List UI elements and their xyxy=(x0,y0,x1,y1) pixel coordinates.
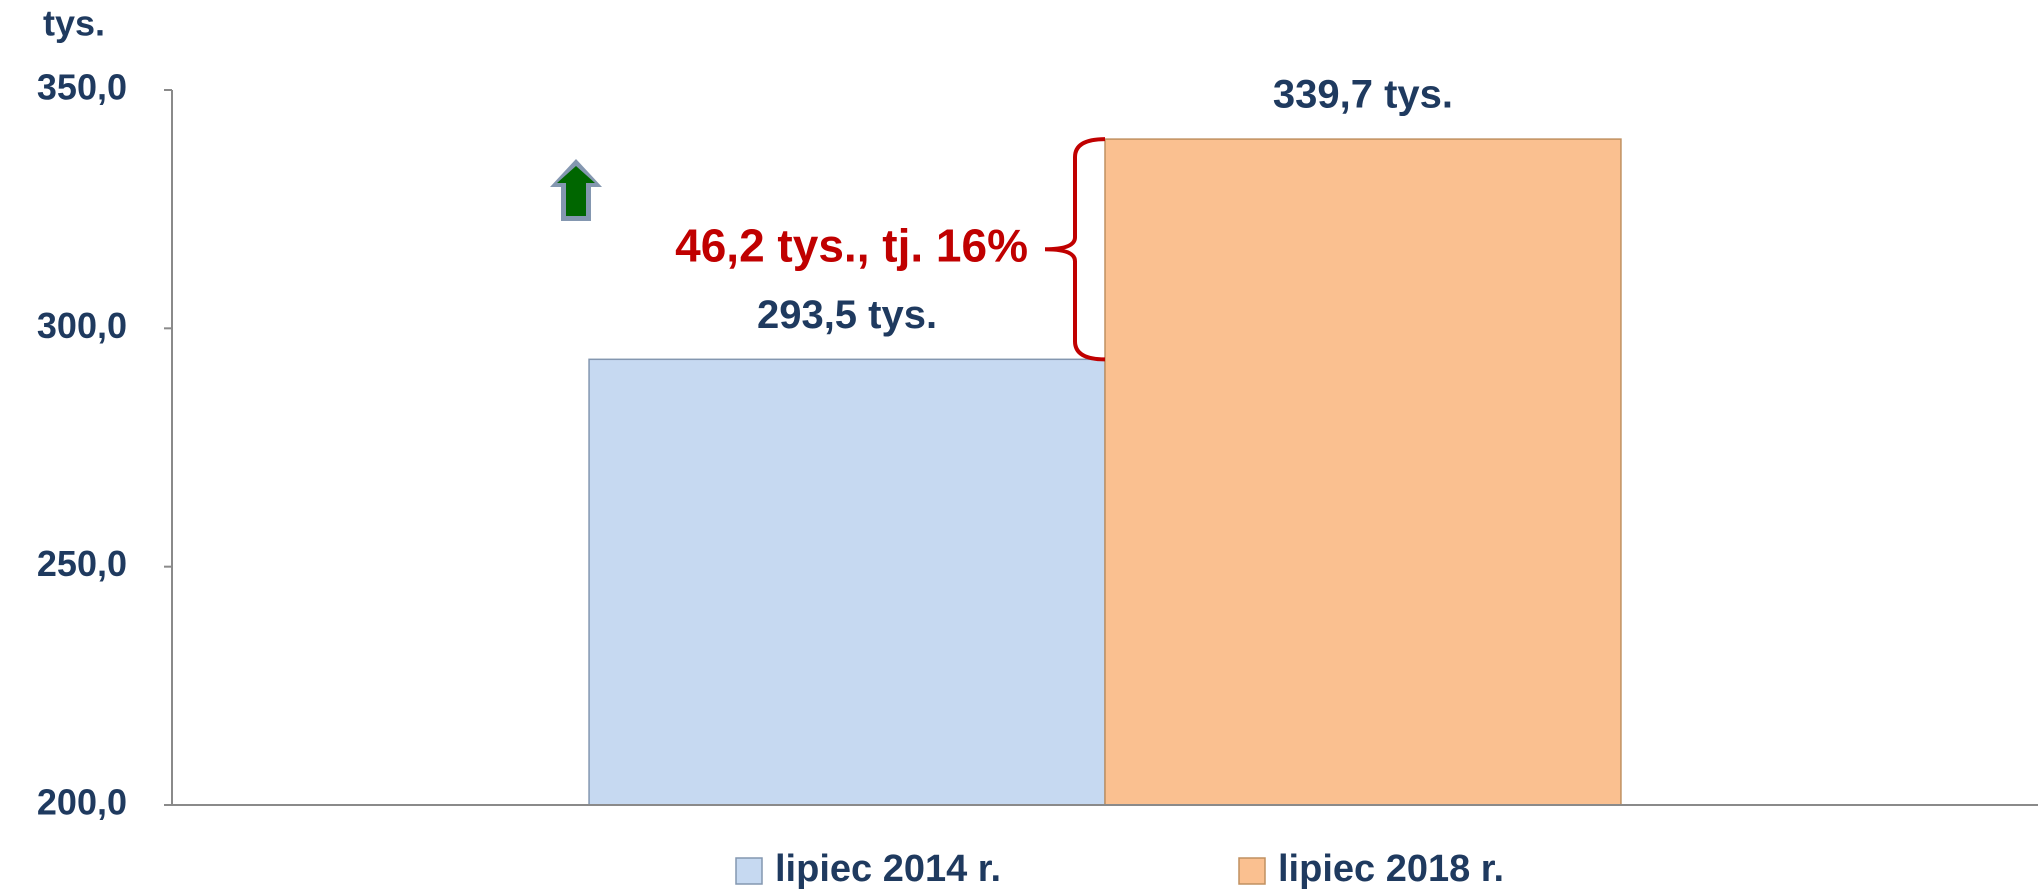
legend-label: lipiec 2018 r. xyxy=(1278,848,1504,890)
y-tick-label: 300,0 xyxy=(37,305,127,346)
y-tick-label: 250,0 xyxy=(37,543,127,584)
value-label: 339,7 tys. xyxy=(1273,73,1453,117)
annotation: 46,2 tys., tj. 16% xyxy=(675,219,1028,271)
legend-swatch xyxy=(1238,857,1266,885)
increase-arrow xyxy=(550,159,602,221)
bar xyxy=(588,358,1106,806)
legend-swatch xyxy=(735,857,763,885)
y-tick-label: 350,0 xyxy=(37,67,127,108)
y-tick-label: 200,0 xyxy=(37,782,127,823)
difference-bracket xyxy=(1044,137,1106,362)
bar xyxy=(1104,138,1622,806)
legend-label: lipiec 2014 r. xyxy=(775,848,1001,890)
y-unit: tys. xyxy=(43,3,105,44)
value-label: 293,5 tys. xyxy=(757,293,937,337)
